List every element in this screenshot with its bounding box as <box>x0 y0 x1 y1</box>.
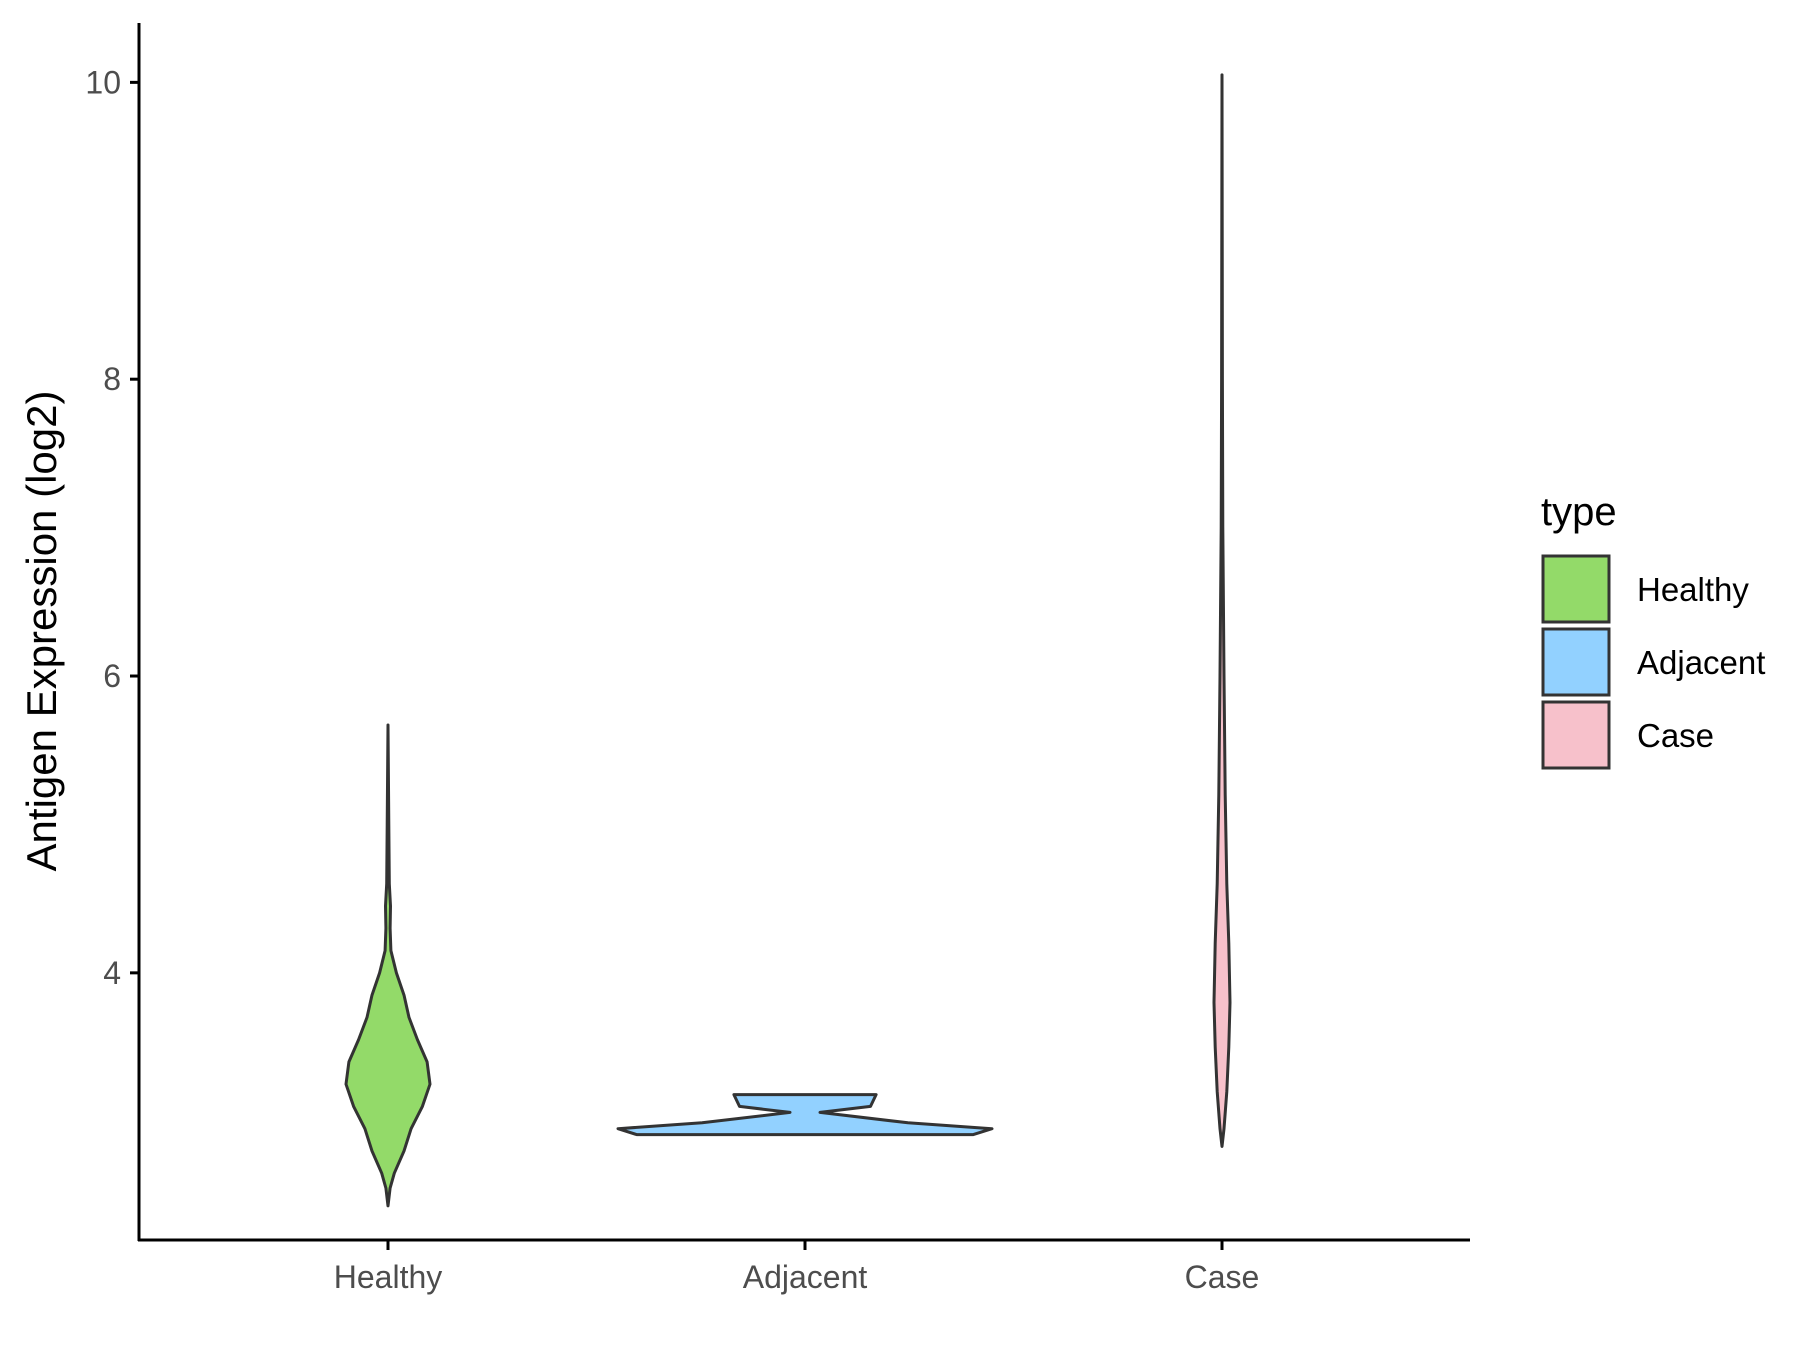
y-tick-label: 6 <box>103 658 121 694</box>
violin-case <box>1212 73 1232 1148</box>
legend-label-adjacent: Adjacent <box>1637 644 1765 681</box>
legend-label-case: Case <box>1637 717 1714 754</box>
y-tick-label: 4 <box>103 955 121 991</box>
legend-title: type <box>1541 490 1617 534</box>
y-tick-label: 10 <box>85 64 121 100</box>
legend-key-healthy <box>1541 554 1611 624</box>
x-tick-label: Healthy <box>334 1259 443 1295</box>
y-tick-label: 8 <box>103 361 121 397</box>
legend-label-healthy: Healthy <box>1637 571 1749 608</box>
legend-key-case <box>1541 700 1611 770</box>
x-axis-ticks: Healthy Adjacent Case <box>334 1240 1260 1295</box>
legend-key-adjacent <box>1541 627 1611 697</box>
legend: type Healthy Adjacent Case <box>1541 490 1765 770</box>
violin-adjacent <box>616 1093 994 1137</box>
y-axis-ticks: 4 6 8 10 <box>85 64 139 991</box>
x-tick-label: Adjacent <box>743 1259 868 1295</box>
x-tick-label: Case <box>1185 1259 1260 1295</box>
violin-healthy <box>344 723 432 1208</box>
y-axis-title: Antigen Expression (log2) <box>18 391 65 872</box>
violin-layer <box>344 73 1232 1208</box>
